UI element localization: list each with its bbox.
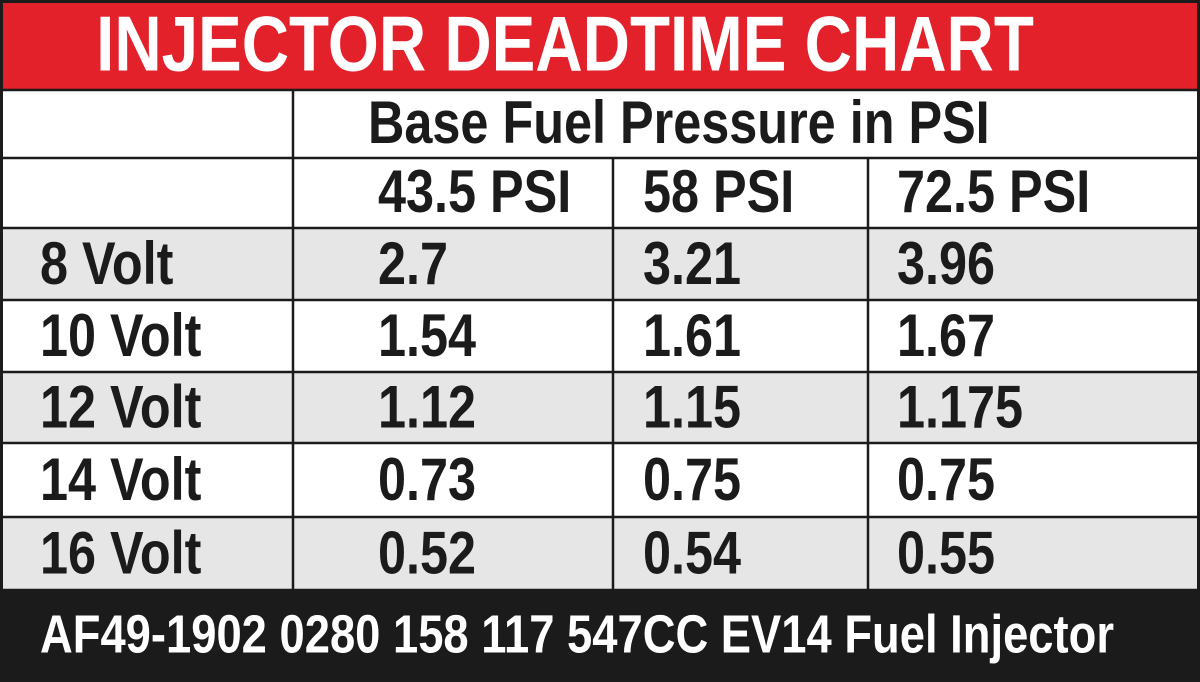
- cell-value: 2.7: [378, 230, 448, 297]
- cell-value: 0.54: [643, 519, 741, 586]
- column-header: 72.5 PSI: [897, 158, 1090, 225]
- cell-value: 0.75: [643, 446, 741, 513]
- row-shade: [0, 517, 1200, 590]
- group-header: Base Fuel Pressure in PSI: [368, 89, 990, 156]
- cell-value: 1.175: [897, 373, 1023, 440]
- footer: AF49-1902 0280 158 117 547CC EV14 Fuel I…: [40, 604, 1114, 665]
- column-header: 43.5 PSI: [378, 158, 571, 225]
- cell-value: 0.73: [378, 446, 476, 513]
- cell-value: 1.12: [378, 373, 476, 440]
- row-label: 8 Volt: [40, 230, 173, 297]
- cell-value: 3.21: [643, 230, 741, 297]
- row-shade: [0, 228, 1200, 300]
- row-shade: [0, 372, 1200, 443]
- cell-value: 0.55: [897, 519, 995, 586]
- cell-value: 1.61: [643, 302, 741, 369]
- row-label: 14 Volt: [40, 446, 201, 513]
- cell-value: 0.52: [378, 519, 476, 586]
- cell-value: 1.67: [897, 302, 995, 369]
- table-grid: [0, 88, 1200, 592]
- cell-value: 3.96: [897, 230, 995, 297]
- column-header: 58 PSI: [643, 158, 794, 225]
- cell-value: 1.54: [378, 302, 476, 369]
- row-label: 16 Volt: [40, 519, 201, 586]
- footer-band: [0, 590, 1200, 682]
- title: INJECTOR DEADTIME CHART: [96, 1, 1034, 88]
- row-label: 10 Volt: [40, 302, 201, 369]
- cell-value: 0.75: [897, 446, 995, 513]
- cell-value: 1.15: [643, 373, 741, 440]
- title-band: [0, 0, 1200, 90]
- row-label: 12 Volt: [40, 373, 201, 440]
